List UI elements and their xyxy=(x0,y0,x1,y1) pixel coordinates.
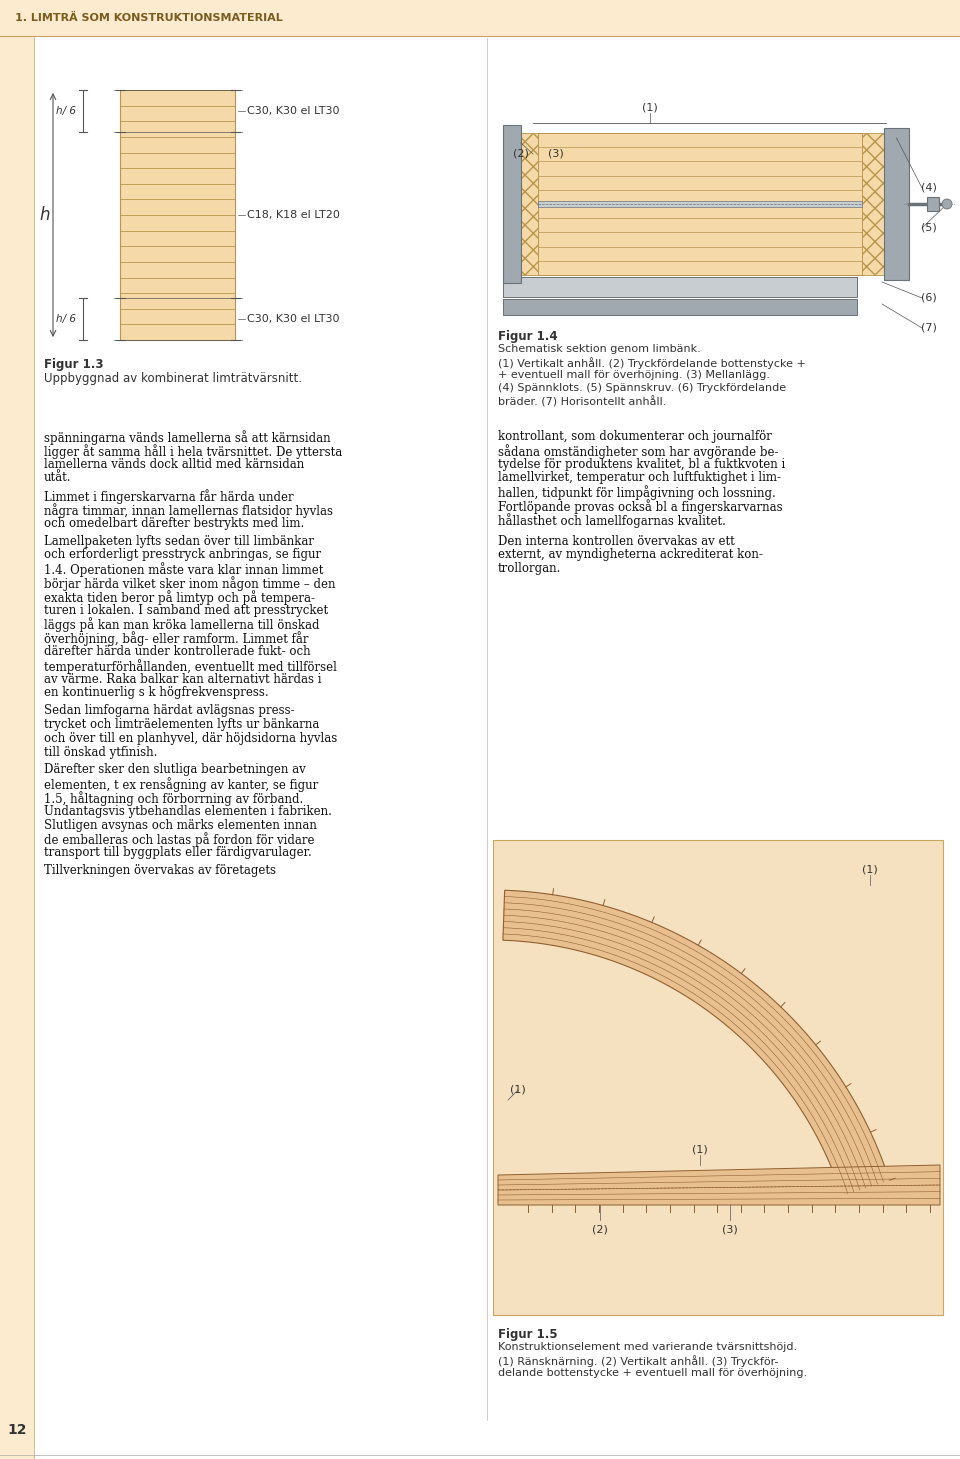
Text: tydelse för produktens kvalitet, bl a fuktkvoten i: tydelse för produktens kvalitet, bl a fu… xyxy=(498,458,785,471)
Bar xyxy=(516,133,538,274)
Bar xyxy=(538,133,862,274)
Text: 12: 12 xyxy=(8,1423,27,1437)
Text: Konstruktionselement med varierande tvärsnittshöjd.: Konstruktionselement med varierande tvär… xyxy=(498,1342,797,1352)
Text: lamellerna vänds dock alltid med kärnsidan: lamellerna vänds dock alltid med kärnsid… xyxy=(44,458,304,471)
Bar xyxy=(503,299,857,315)
Polygon shape xyxy=(498,1164,940,1205)
Text: + eventuell mall för överhöjning. (3) Mellanlägg.: + eventuell mall för överhöjning. (3) Me… xyxy=(498,371,770,379)
Text: hållasthet och lamellfogarnas kvalitet.: hållasthet och lamellfogarnas kvalitet. xyxy=(498,512,726,528)
Text: Undantagsvis ytbehandlas elementen i fabriken.: Undantagsvis ytbehandlas elementen i fab… xyxy=(44,805,332,818)
Text: (2): (2) xyxy=(513,147,529,158)
Bar xyxy=(927,197,939,212)
Text: trycket och limträelementen lyfts ur bänkarna: trycket och limträelementen lyfts ur bän… xyxy=(44,718,320,731)
Text: läggs på kan man kröka lamellerna till önskad: läggs på kan man kröka lamellerna till ö… xyxy=(44,617,320,632)
Bar xyxy=(120,90,235,340)
Text: av värme. Raka balkar kan alternativt härdas i: av värme. Raka balkar kan alternativt hä… xyxy=(44,673,322,686)
Text: till önskad ytfinish.: till önskad ytfinish. xyxy=(44,746,157,759)
Text: (4) Spännklots. (5) Spännskruv. (6) Tryckfördelande: (4) Spännklots. (5) Spännskruv. (6) Tryc… xyxy=(498,384,786,392)
Text: Den interna kontrollen övervakas av ett: Den interna kontrollen övervakas av ett xyxy=(498,534,734,547)
Bar xyxy=(503,277,857,298)
Text: Lamellpaketen lyfts sedan över till limbänkar: Lamellpaketen lyfts sedan över till limb… xyxy=(44,534,314,547)
Text: h/ 6: h/ 6 xyxy=(56,107,76,115)
Text: de emballeras och lastas på fordon för vidare: de emballeras och lastas på fordon för v… xyxy=(44,833,315,848)
Text: trollorgan.: trollorgan. xyxy=(498,562,562,575)
Text: (6): (6) xyxy=(922,293,937,303)
Text: 1. LIMTRÄ SOM KONSTRUKTIONSMATERIAL: 1. LIMTRÄ SOM KONSTRUKTIONSMATERIAL xyxy=(15,13,283,23)
Text: ligger åt samma håll i hela tvärsnittet. De yttersta: ligger åt samma håll i hela tvärsnittet.… xyxy=(44,444,343,458)
Text: (1): (1) xyxy=(692,1145,708,1156)
Text: en kontinuerlig s k högfrekvenspress.: en kontinuerlig s k högfrekvenspress. xyxy=(44,686,269,699)
Text: delande bottenstycke + eventuell mall för överhöjning.: delande bottenstycke + eventuell mall fö… xyxy=(498,1369,807,1377)
Text: Fortlöpande provas också bl a fingerskarvarnas: Fortlöpande provas också bl a fingerskar… xyxy=(498,499,782,514)
Text: h/ 6: h/ 6 xyxy=(56,314,76,324)
Text: elementen, t ex rensågning av kanter, se figur: elementen, t ex rensågning av kanter, se… xyxy=(44,778,319,792)
Text: och över till en planhyvel, där höjdsidorna hyvlas: och över till en planhyvel, där höjdsido… xyxy=(44,732,337,744)
Text: h: h xyxy=(39,206,50,225)
Text: Figur 1.4: Figur 1.4 xyxy=(498,330,558,343)
Text: Uppbyggnad av kombinerat limträtvärsnitt.: Uppbyggnad av kombinerat limträtvärsnitt… xyxy=(44,372,302,385)
Text: transport till byggplats eller färdigvarulager.: transport till byggplats eller färdigvar… xyxy=(44,846,312,859)
Text: Schematisk sektion genom limbänk.: Schematisk sektion genom limbänk. xyxy=(498,344,701,355)
Text: sådana omständigheter som har avgörande be-: sådana omständigheter som har avgörande … xyxy=(498,444,779,458)
Bar xyxy=(0,36,34,1459)
Bar xyxy=(0,0,960,36)
Text: C30, K30 el LT30: C30, K30 el LT30 xyxy=(247,107,340,115)
Text: C30, K30 el LT30: C30, K30 el LT30 xyxy=(247,314,340,324)
Text: och erforderligt presstryck anbringas, se figur: och erforderligt presstryck anbringas, s… xyxy=(44,549,322,562)
Text: externt, av myndigheterna ackrediterat kon-: externt, av myndigheterna ackrediterat k… xyxy=(498,549,763,562)
Text: några timmar, innan lamellernas flatsidor hyvlas: några timmar, innan lamellernas flatsido… xyxy=(44,503,333,518)
Text: Limmet i fingerskarvarna får härda under: Limmet i fingerskarvarna får härda under xyxy=(44,489,294,503)
Text: lamellvirket, temperatur och luftfuktighet i lim-: lamellvirket, temperatur och luftfuktigh… xyxy=(498,471,781,484)
Text: 1.4. Operationen måste vara klar innan limmet: 1.4. Operationen måste vara klar innan l… xyxy=(44,562,324,578)
Polygon shape xyxy=(503,890,890,1196)
Text: (1): (1) xyxy=(862,865,877,875)
Circle shape xyxy=(942,198,952,209)
Text: C18, K18 el LT20: C18, K18 el LT20 xyxy=(247,210,340,220)
Text: spänningarna vänds lamellerna så att kärnsidan: spänningarna vänds lamellerna så att kär… xyxy=(44,430,330,445)
Text: överhöjning, båg- eller ramform. Limmet får: överhöjning, båg- eller ramform. Limmet … xyxy=(44,632,308,646)
Text: (1): (1) xyxy=(510,1085,526,1096)
Text: hallen, tidpunkt för limpågivning och lossning.: hallen, tidpunkt för limpågivning och lo… xyxy=(498,486,776,500)
Bar xyxy=(503,125,521,283)
Text: (5): (5) xyxy=(922,223,937,233)
Text: Sedan limfogarna härdat avlägsnas press-: Sedan limfogarna härdat avlägsnas press- xyxy=(44,705,295,718)
Text: Därefter sker den slutliga bearbetningen av: Därefter sker den slutliga bearbetningen… xyxy=(44,763,305,776)
Text: kontrollant, som dokumenterar och journalför: kontrollant, som dokumenterar och journa… xyxy=(498,430,772,444)
Text: turen i lokalen. I samband med att presstrycket: turen i lokalen. I samband med att press… xyxy=(44,604,328,617)
Text: (1) Ränsknärning. (2) Vertikalt anhåll. (3) Tryckför-: (1) Ränsknärning. (2) Vertikalt anhåll. … xyxy=(498,1355,779,1367)
Text: Figur 1.5: Figur 1.5 xyxy=(498,1328,558,1341)
Text: (3): (3) xyxy=(548,147,564,158)
Text: bräder. (7) Horisontellt anhåll.: bräder. (7) Horisontellt anhåll. xyxy=(498,395,666,407)
Bar xyxy=(884,128,909,280)
Text: (2): (2) xyxy=(592,1226,608,1234)
Text: Figur 1.3: Figur 1.3 xyxy=(44,357,104,371)
Text: 1.5, håltagning och förborrning av förband.: 1.5, håltagning och förborrning av förba… xyxy=(44,791,303,805)
Text: Slutligen avsynas och märks elementen innan: Slutligen avsynas och märks elementen in… xyxy=(44,818,317,832)
Bar xyxy=(493,840,943,1315)
Bar xyxy=(538,201,862,207)
Text: (4): (4) xyxy=(922,182,937,193)
Text: exakta tiden beror på limtyp och på tempera-: exakta tiden beror på limtyp och på temp… xyxy=(44,589,315,604)
Text: därefter härda under kontrollerade fukt- och: därefter härda under kontrollerade fukt-… xyxy=(44,645,311,658)
Text: börjar härda vilket sker inom någon timme – den: börjar härda vilket sker inom någon timm… xyxy=(44,576,335,591)
Text: och omedelbart därefter bestrykts med lim.: och omedelbart därefter bestrykts med li… xyxy=(44,516,304,530)
Text: (3): (3) xyxy=(722,1226,738,1234)
Text: (7): (7) xyxy=(922,322,937,333)
Text: (1): (1) xyxy=(642,104,658,112)
Bar xyxy=(862,133,884,274)
Text: Tillverkningen övervakas av företagets: Tillverkningen övervakas av företagets xyxy=(44,864,276,877)
Text: utåt.: utåt. xyxy=(44,471,71,484)
Text: (1) Vertikalt anhåll. (2) Tryckfördelande bottenstycke +: (1) Vertikalt anhåll. (2) Tryckfördeland… xyxy=(498,357,805,369)
Text: temperaturförhållanden, eventuellt med tillförsel: temperaturförhållanden, eventuellt med t… xyxy=(44,659,337,674)
